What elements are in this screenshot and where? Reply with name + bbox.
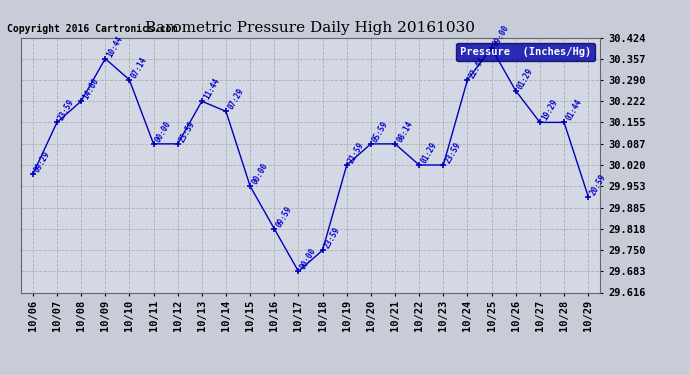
- Text: 00:00: 00:00: [250, 162, 270, 186]
- Text: 01:44: 01:44: [564, 98, 584, 122]
- Text: 23:59: 23:59: [322, 226, 342, 250]
- Text: 11:44: 11:44: [201, 77, 221, 101]
- Text: 07:29: 07:29: [226, 87, 246, 111]
- Text: 23:59: 23:59: [177, 119, 197, 144]
- Title: Barometric Pressure Daily High 20161030: Barometric Pressure Daily High 20161030: [146, 21, 475, 35]
- Text: 21:59: 21:59: [346, 141, 366, 165]
- Text: 10:44: 10:44: [105, 34, 125, 58]
- Legend: Pressure  (Inches/Hg): Pressure (Inches/Hg): [455, 43, 595, 61]
- Text: Copyright 2016 Cartronics.com: Copyright 2016 Cartronics.com: [7, 24, 177, 34]
- Text: 01:29: 01:29: [515, 66, 535, 91]
- Text: 08:14: 08:14: [395, 119, 415, 144]
- Text: 14:60: 14:60: [81, 77, 101, 101]
- Text: 20:59: 20:59: [588, 172, 608, 196]
- Text: 23:59: 23:59: [443, 141, 463, 165]
- Text: 19:29: 19:29: [540, 98, 560, 122]
- Text: 07:14: 07:14: [129, 55, 149, 80]
- Text: 05:59: 05:59: [371, 119, 391, 144]
- Text: 00:00: 00:00: [298, 247, 318, 272]
- Text: 00:00: 00:00: [153, 119, 173, 144]
- Text: 09:00: 09:00: [491, 24, 511, 48]
- Text: 09:59: 09:59: [274, 204, 294, 229]
- Text: 09:29: 09:29: [33, 150, 52, 174]
- Text: 23:59: 23:59: [57, 98, 77, 122]
- Text: 01:29: 01:29: [419, 141, 439, 165]
- Text: 22:44: 22:44: [467, 55, 487, 80]
